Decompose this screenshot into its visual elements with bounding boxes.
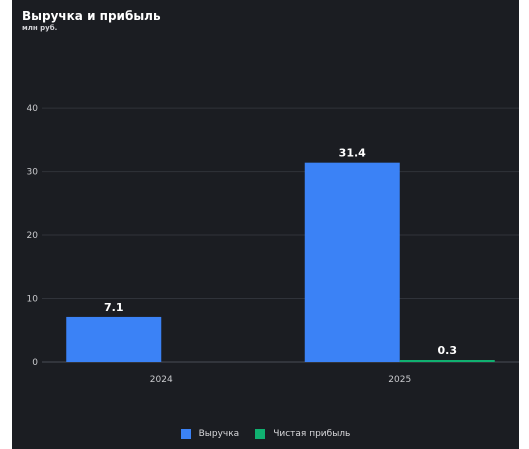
y-tick-label: 0 xyxy=(32,358,38,368)
legend-label: Чистая прибыль xyxy=(273,429,351,439)
chart-subtitle: млн руб. xyxy=(22,24,58,32)
y-tick-label: 40 xyxy=(27,104,39,114)
y-tick-label: 20 xyxy=(27,231,39,241)
chart-panel: Выручка и прибыль млн руб. 0 10 20 30 40 2024… xyxy=(12,0,519,449)
chart-legend: Выручка Чистая прибыль xyxy=(12,429,519,439)
data-label: 0.3 xyxy=(438,344,458,357)
data-label: 7.1 xyxy=(104,301,124,314)
y-tick-label: 30 xyxy=(27,168,39,178)
y-tick-label: 10 xyxy=(27,295,39,305)
chart-title: Выручка и прибыль xyxy=(22,9,161,23)
axis-labels: 0 10 20 30 40 2024 2025 xyxy=(27,104,412,385)
x-tick-label: 2025 xyxy=(388,375,411,385)
bars xyxy=(66,162,495,362)
legend-item-1[interactable]: Чистая прибыль xyxy=(255,429,350,439)
bar-1-1[interactable] xyxy=(399,360,495,362)
legend-swatch xyxy=(180,429,191,439)
legend-swatch xyxy=(255,429,266,439)
x-tick-label: 2024 xyxy=(150,375,173,385)
bar-0-0[interactable] xyxy=(66,316,162,362)
legend-item-0[interactable]: Выручка xyxy=(180,429,240,439)
data-labels: 7.1 31.4 0.3 xyxy=(104,147,457,357)
data-label: 31.4 xyxy=(339,147,366,160)
bar-0-1[interactable] xyxy=(304,162,400,362)
bar-chart: 0 10 20 30 40 2024 2025 7.1 31.4 0.3 xyxy=(27,104,519,385)
legend-label: Выручка xyxy=(198,429,240,439)
